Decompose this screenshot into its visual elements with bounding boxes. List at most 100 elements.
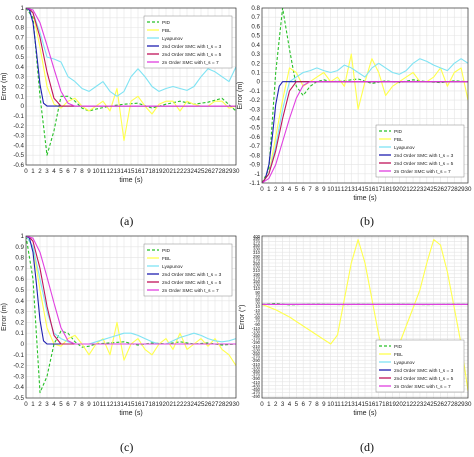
x-tick-label: 24 xyxy=(191,168,198,175)
chart-panel-1: 0 1 2 3 4 5 6 7 8 9 10 11 12 13 14 15 16 17 18 19 20 21 22 23 24… xyxy=(1,5,240,184)
x-tick-label: 22 xyxy=(410,186,417,193)
x-tick-label: 13 xyxy=(114,168,121,175)
y-tick-label: -350 xyxy=(252,369,261,374)
x-tick-label: 8 xyxy=(315,186,319,193)
y-tick-label: -0.1 xyxy=(249,88,260,95)
x-tick-label: 20 xyxy=(396,401,403,408)
x-tick-label: 4 xyxy=(288,186,292,193)
y-tick-label: -0.1 xyxy=(13,352,24,359)
y-tick-label: 0.1 xyxy=(15,330,24,337)
x-tick-label: 20 xyxy=(163,401,170,408)
y-tick-label: 0.5 xyxy=(15,287,24,294)
x-tick-label: 19 xyxy=(156,168,163,175)
y-tick-label: -70 xyxy=(254,319,261,324)
x-tick-label: 26 xyxy=(205,168,212,175)
chart-panel-4: 0 1 2 3 4 5 6 7 8 9 10 11 12 13 14 15 16 17 18 19 20 21 22 23 24… xyxy=(238,234,472,417)
series-group xyxy=(26,8,236,156)
x-tick-label: 16 xyxy=(135,401,142,408)
x-tick-label: 14 xyxy=(355,401,362,408)
x-axis-label: time (s) xyxy=(353,195,376,202)
x-tick-label: 30 xyxy=(465,401,472,408)
x-tick-label: 1 xyxy=(31,401,35,408)
series-line-6 xyxy=(26,8,236,107)
x-tick-label: 5 xyxy=(295,186,299,193)
x-tick-label: 16 xyxy=(135,168,142,175)
x-tick-label: 15 xyxy=(362,401,369,408)
y-tick-label: -0.4 xyxy=(13,142,24,149)
y-tick-label: -290 xyxy=(252,358,261,363)
x-tick-label: 6 xyxy=(66,401,70,408)
legend-box xyxy=(143,243,233,297)
x-tick-label: 21 xyxy=(403,401,410,408)
y-tick-label: -470 xyxy=(252,391,261,396)
legend-label: Lyapunov xyxy=(162,264,183,270)
x-tick-label: 8 xyxy=(80,168,84,175)
x-tick-label: 11 xyxy=(334,186,341,193)
y-tick-label: 0.9 xyxy=(15,244,24,251)
legend-label: 2nd Order SMC with t_s = 5 xyxy=(394,161,454,167)
y-tick-label: -0.4 xyxy=(249,116,260,123)
x-tick-label: 9 xyxy=(87,401,91,408)
x-tick-label: 10 xyxy=(93,168,100,175)
y-tick-label: 0.7 xyxy=(15,34,24,41)
legend-label: 2nd Order SMC with t_s = 3 xyxy=(162,272,222,278)
y-tick-label: 130 xyxy=(253,283,261,288)
y-tick-label: 0.9 xyxy=(15,15,24,22)
x-tick-label: 11 xyxy=(334,401,341,408)
y-tick-label: 330 xyxy=(253,247,261,252)
x-tick-label: 4 xyxy=(288,401,292,408)
legend-label: 2n Order SMC with t_s = 7 xyxy=(162,288,219,294)
x-tick-label: 17 xyxy=(375,401,382,408)
legend-label: 2nd Order SMC with t_s = 3 xyxy=(162,44,222,50)
y-tick-label: 0.2 xyxy=(251,60,260,67)
x-tick-label: 15 xyxy=(128,168,135,175)
x-tick-label: 18 xyxy=(149,401,156,408)
y-tick-label: 0.4 xyxy=(251,42,260,49)
x-tick-label: 13 xyxy=(114,401,121,408)
y-tick-label: -270 xyxy=(252,355,261,360)
legend-label: PID xyxy=(162,20,171,26)
series-line-3 xyxy=(26,236,236,345)
y-tick-label: 1 xyxy=(21,233,25,240)
plot-frame xyxy=(25,235,237,399)
y-tick-label: 0.6 xyxy=(15,276,24,283)
x-tick-label: 10 xyxy=(327,186,334,193)
x-tick-label: 7 xyxy=(308,401,312,408)
y-tick-label: 350 xyxy=(253,243,261,248)
x-tick-label: 17 xyxy=(142,168,149,175)
y-tick-label: 0.3 xyxy=(15,74,24,81)
x-tick-label: 9 xyxy=(87,168,91,175)
y-tick-label: 150 xyxy=(253,279,261,284)
caption-b: (b) xyxy=(360,214,374,228)
legend-label: 2n Order SMC with t_s = 7 xyxy=(394,384,451,390)
legend-label: Lyapunov xyxy=(162,36,183,42)
y-tick-label: 0 xyxy=(257,79,261,86)
legend-label: FBL xyxy=(162,28,171,34)
x-tick-label: 19 xyxy=(156,401,163,408)
x-axis-label: time (s) xyxy=(353,410,376,417)
x-tick-label: 20 xyxy=(396,186,403,193)
legend-label: 2nd Order SMC with t_s = 3 xyxy=(394,153,454,159)
x-tick-label: 14 xyxy=(121,168,128,175)
x-axis-label: time (s) xyxy=(119,410,142,417)
y-tick-label: -430 xyxy=(252,383,261,388)
x-tick-label: 30 xyxy=(465,186,472,193)
x-tick-label: 14 xyxy=(355,186,362,193)
y-tick-label: -0.4 xyxy=(13,384,24,391)
series-line-4 xyxy=(262,81,468,183)
y-tick-label: -0.2 xyxy=(13,363,24,370)
x-tick-label: 8 xyxy=(80,401,84,408)
legend-label: FBL xyxy=(162,256,171,262)
y-tick-label: 0.4 xyxy=(15,64,24,71)
chart-panel-3: 0 1 2 3 4 5 6 7 8 9 10 11 12 13 14 15 16 17 18 19 20 21 22 23 24… xyxy=(1,233,240,417)
y-tick-label: 0.5 xyxy=(15,54,24,61)
legend: PID FBL Lyapunov 2nd Order SMC with t_s = 3… xyxy=(143,243,233,297)
y-tick-label: 0.4 xyxy=(15,298,24,305)
x-tick-label: 23 xyxy=(184,168,191,175)
y-tick-label: 270 xyxy=(253,257,261,262)
series-line-4 xyxy=(26,236,236,345)
legend-label: 2n Order SMC with t_s = 7 xyxy=(162,60,219,66)
legend-box xyxy=(143,15,233,69)
x-tick-label: 7 xyxy=(308,186,312,193)
